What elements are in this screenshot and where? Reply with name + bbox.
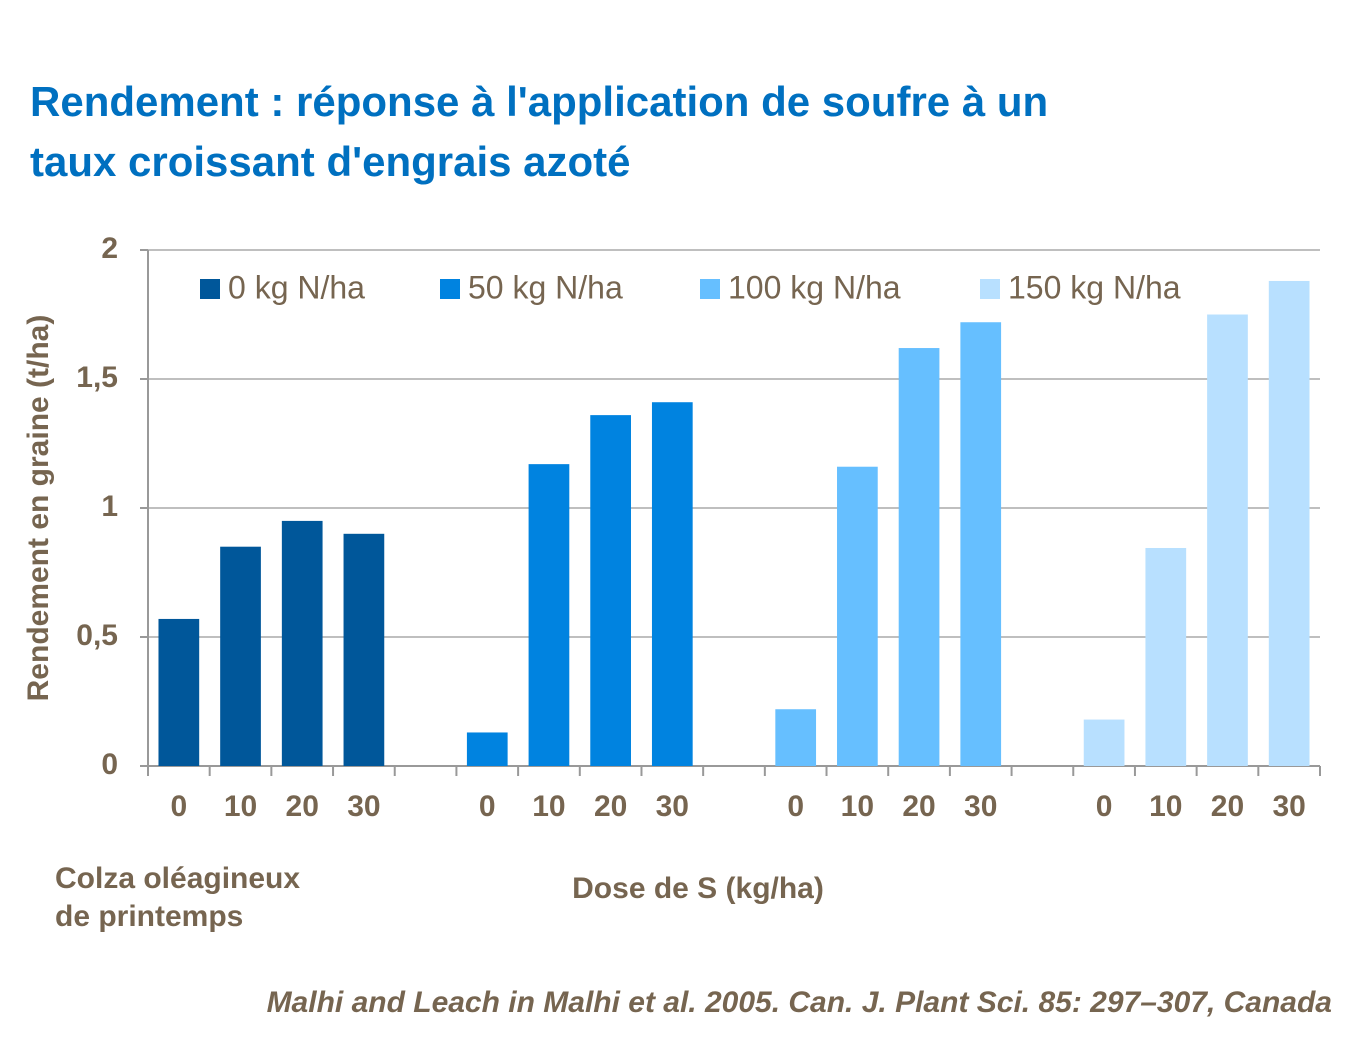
x-axis-label: Dose de S (kg/ha) <box>572 872 824 905</box>
bar <box>281 520 323 766</box>
bar <box>651 402 693 766</box>
bar <box>158 618 200 766</box>
legend-swatch <box>980 279 1000 299</box>
bar <box>898 348 940 766</box>
x-tick-label: 30 <box>656 790 689 823</box>
legend-label: 0 kg N/ha <box>228 269 365 305</box>
y-tick-label: 0 <box>101 748 118 781</box>
x-tick-label: 30 <box>1272 790 1305 823</box>
y-tick-label: 0,5 <box>76 619 118 652</box>
bar <box>1207 314 1248 766</box>
bar <box>220 546 261 766</box>
legend-swatch <box>440 279 460 299</box>
x-tick-label: 30 <box>964 790 997 823</box>
bar <box>775 709 817 766</box>
y-tick-label: 2 <box>101 232 118 265</box>
x-tick-label: 20 <box>902 790 935 823</box>
bar <box>960 322 1002 766</box>
bar <box>837 466 878 766</box>
y-tick-label: 1,5 <box>76 361 118 394</box>
bar <box>343 533 385 766</box>
bar <box>466 732 508 766</box>
bar <box>528 464 570 766</box>
source: Malhi and Leach in Malhi et al. 2005. Ca… <box>267 986 1332 1019</box>
x-tick-label: 0 <box>787 790 804 823</box>
bar <box>1268 280 1310 766</box>
x-tick-label: 20 <box>1211 790 1244 823</box>
x-tick-label: 10 <box>1149 790 1182 823</box>
x-tick-label: 0 <box>479 790 496 823</box>
chart-title: taux croissant d'engrais azoté <box>30 138 631 185</box>
legend-label: 50 kg N/ha <box>468 269 623 305</box>
x-tick-label: 0 <box>170 790 187 823</box>
x-tick-label: 10 <box>532 790 565 823</box>
x-tick-label: 10 <box>224 790 257 823</box>
x-tick-label: 0 <box>1096 790 1113 823</box>
bar <box>1145 547 1187 766</box>
x-tick-label: 30 <box>347 790 380 823</box>
annotation: de printemps <box>55 900 243 933</box>
y-tick-label: 1 <box>101 490 118 523</box>
bar <box>1083 719 1125 766</box>
chart-title: Rendement : réponse à l'application de s… <box>30 78 1048 125</box>
x-tick-label: 20 <box>594 790 627 823</box>
legend-swatch <box>200 279 220 299</box>
y-axis-label: Rendement en graine (t/ha) <box>22 315 55 702</box>
bar <box>590 415 631 766</box>
legend-label: 150 kg N/ha <box>1008 269 1181 305</box>
x-tick-label: 20 <box>286 790 319 823</box>
legend-label: 100 kg N/ha <box>728 269 901 305</box>
legend-swatch <box>700 279 720 299</box>
x-tick-label: 10 <box>841 790 874 823</box>
annotation: Colza oléagineux <box>55 862 300 895</box>
